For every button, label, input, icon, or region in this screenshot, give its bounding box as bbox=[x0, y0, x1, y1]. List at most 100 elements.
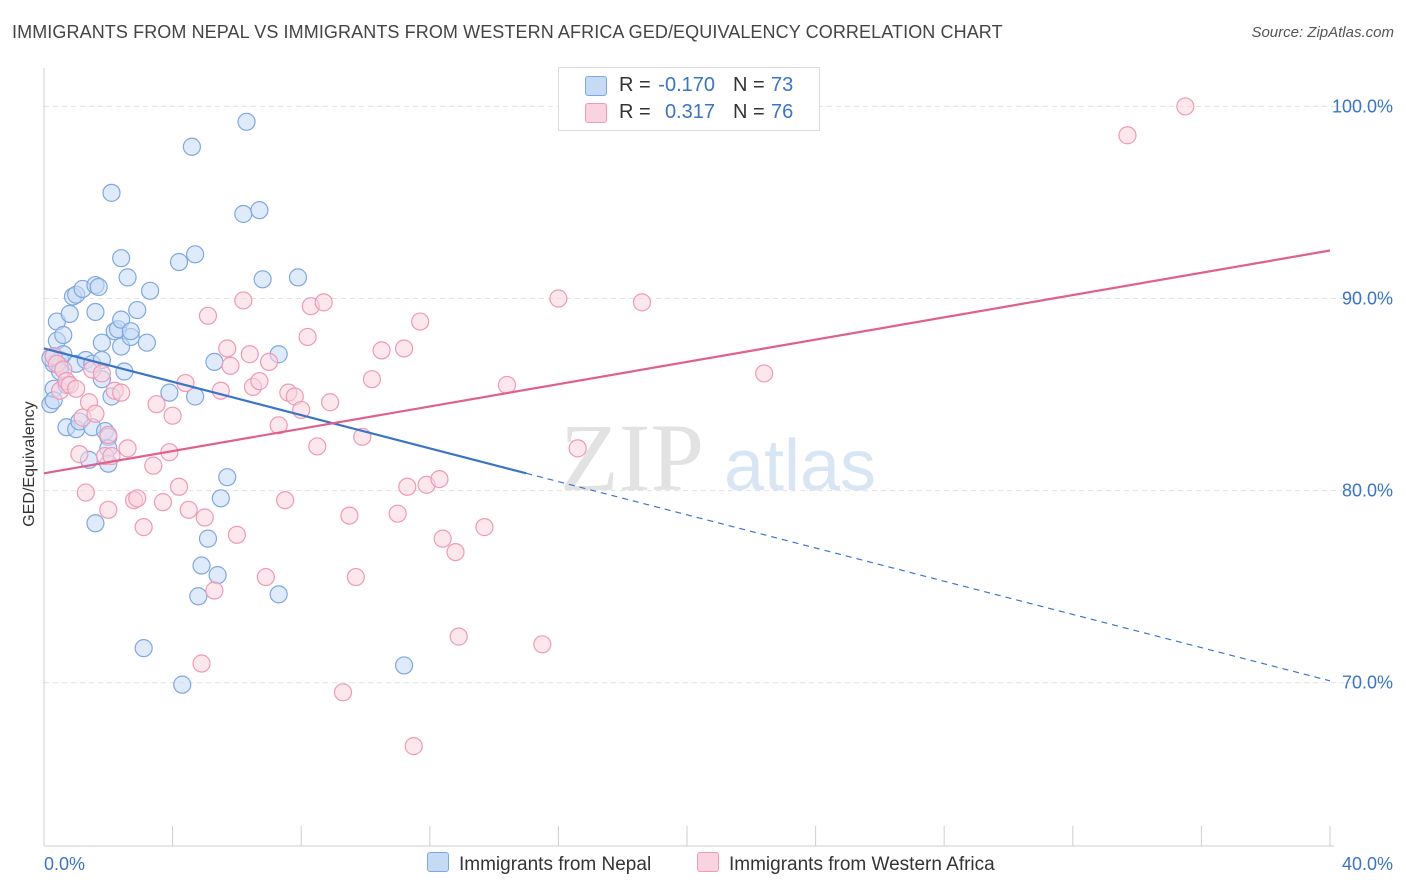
data-point bbox=[404, 737, 423, 756]
data-point bbox=[189, 587, 208, 606]
series-name-western-africa: Immigrants from Western Africa bbox=[729, 854, 995, 875]
data-point bbox=[195, 508, 214, 527]
data-point bbox=[128, 489, 147, 508]
data-point bbox=[430, 469, 449, 489]
data-point bbox=[134, 518, 153, 537]
data-point bbox=[144, 456, 163, 475]
legend-n-value: 76 bbox=[771, 101, 794, 123]
data-point bbox=[250, 372, 269, 391]
data-point bbox=[118, 268, 137, 287]
data-point bbox=[102, 183, 121, 202]
trend-line-western-africa bbox=[43, 249, 1331, 475]
series-legend-nepal: Immigrants from Nepal bbox=[427, 852, 651, 876]
legend-r-label: R = bbox=[619, 101, 651, 123]
data-point bbox=[99, 425, 118, 445]
legend-n-value: 73 bbox=[771, 74, 794, 96]
series-name-nepal: Immigrants from Nepal bbox=[459, 854, 652, 875]
data-point bbox=[121, 322, 140, 341]
data-point bbox=[182, 137, 201, 156]
legend-r-value: -0.170 bbox=[658, 74, 715, 96]
data-point bbox=[321, 393, 340, 412]
data-point bbox=[198, 529, 218, 548]
data-point bbox=[276, 491, 295, 510]
series-western-africa-points bbox=[44, 97, 1195, 756]
data-point bbox=[60, 304, 79, 323]
data-point bbox=[89, 277, 108, 297]
data-point bbox=[163, 406, 182, 425]
data-point bbox=[314, 293, 333, 312]
data-point bbox=[433, 529, 452, 548]
data-point bbox=[128, 300, 147, 320]
data-point bbox=[112, 383, 131, 402]
data-point bbox=[250, 201, 269, 220]
data-point bbox=[218, 339, 237, 358]
data-point bbox=[333, 683, 353, 702]
data-point bbox=[398, 477, 417, 496]
series-swatch-nepal bbox=[427, 852, 449, 872]
y-tick-label: 100.0% bbox=[1332, 96, 1393, 116]
data-point bbox=[755, 364, 774, 383]
source-label: Source: ZipAtlas.com bbox=[1251, 24, 1394, 41]
data-point bbox=[1118, 126, 1137, 145]
data-point bbox=[1176, 97, 1195, 116]
data-point bbox=[449, 627, 468, 646]
data-point bbox=[160, 383, 179, 402]
data-point bbox=[568, 439, 587, 458]
data-point bbox=[308, 437, 327, 456]
data-point bbox=[112, 249, 131, 268]
data-point bbox=[86, 302, 105, 322]
data-point bbox=[186, 245, 205, 264]
x-tick-labels: 0.0% 40.0% bbox=[44, 854, 1393, 874]
legend-n-label: N = bbox=[733, 101, 765, 123]
data-point bbox=[137, 333, 156, 352]
data-point bbox=[205, 352, 224, 372]
data-point bbox=[208, 566, 227, 585]
trend-line-nepal bbox=[43, 347, 527, 475]
data-point bbox=[298, 327, 317, 347]
series-legend-western-africa: Immigrants from Western Africa bbox=[697, 852, 995, 876]
y-tick-label: 80.0% bbox=[1342, 481, 1393, 501]
data-point bbox=[234, 204, 253, 224]
data-point bbox=[211, 489, 230, 508]
data-point bbox=[269, 585, 288, 604]
data-point bbox=[76, 483, 95, 502]
gridlines bbox=[44, 105, 1392, 684]
data-point bbox=[54, 325, 73, 345]
series-swatch-western-africa bbox=[697, 852, 719, 872]
legend-swatch-nepal bbox=[585, 76, 607, 96]
data-point bbox=[67, 379, 86, 398]
data-point bbox=[192, 556, 211, 575]
watermark-zip: ZIP bbox=[560, 404, 704, 511]
data-point bbox=[632, 293, 652, 312]
data-point bbox=[362, 370, 382, 389]
data-point bbox=[446, 542, 465, 562]
legend-n-label: N = bbox=[733, 74, 765, 96]
data-point bbox=[173, 675, 192, 694]
data-point bbox=[394, 656, 414, 675]
data-point bbox=[372, 341, 391, 360]
x-tick-label: 0.0% bbox=[44, 854, 85, 874]
watermark-atlas: atlas bbox=[724, 426, 876, 506]
data-point bbox=[227, 525, 246, 544]
trend-lines bbox=[43, 249, 1331, 682]
data-point bbox=[253, 270, 272, 289]
data-point bbox=[169, 252, 189, 272]
data-point bbox=[288, 268, 308, 287]
data-point bbox=[218, 468, 237, 487]
x-tick-label: 40.0% bbox=[1342, 854, 1393, 874]
legend-r-value: 0.317 bbox=[664, 101, 715, 123]
trend-line-nepal-extension bbox=[526, 472, 1331, 682]
y-tick-label: 90.0% bbox=[1342, 289, 1393, 309]
data-point bbox=[388, 504, 407, 523]
data-point bbox=[147, 395, 166, 414]
data-point bbox=[134, 639, 153, 658]
data-point bbox=[118, 439, 137, 458]
data-point bbox=[533, 635, 552, 654]
data-point bbox=[70, 445, 89, 464]
data-point bbox=[549, 289, 568, 308]
data-point bbox=[198, 306, 218, 325]
legend-swatch-western-africa bbox=[585, 103, 607, 123]
data-point bbox=[169, 477, 189, 496]
data-point bbox=[86, 404, 105, 423]
